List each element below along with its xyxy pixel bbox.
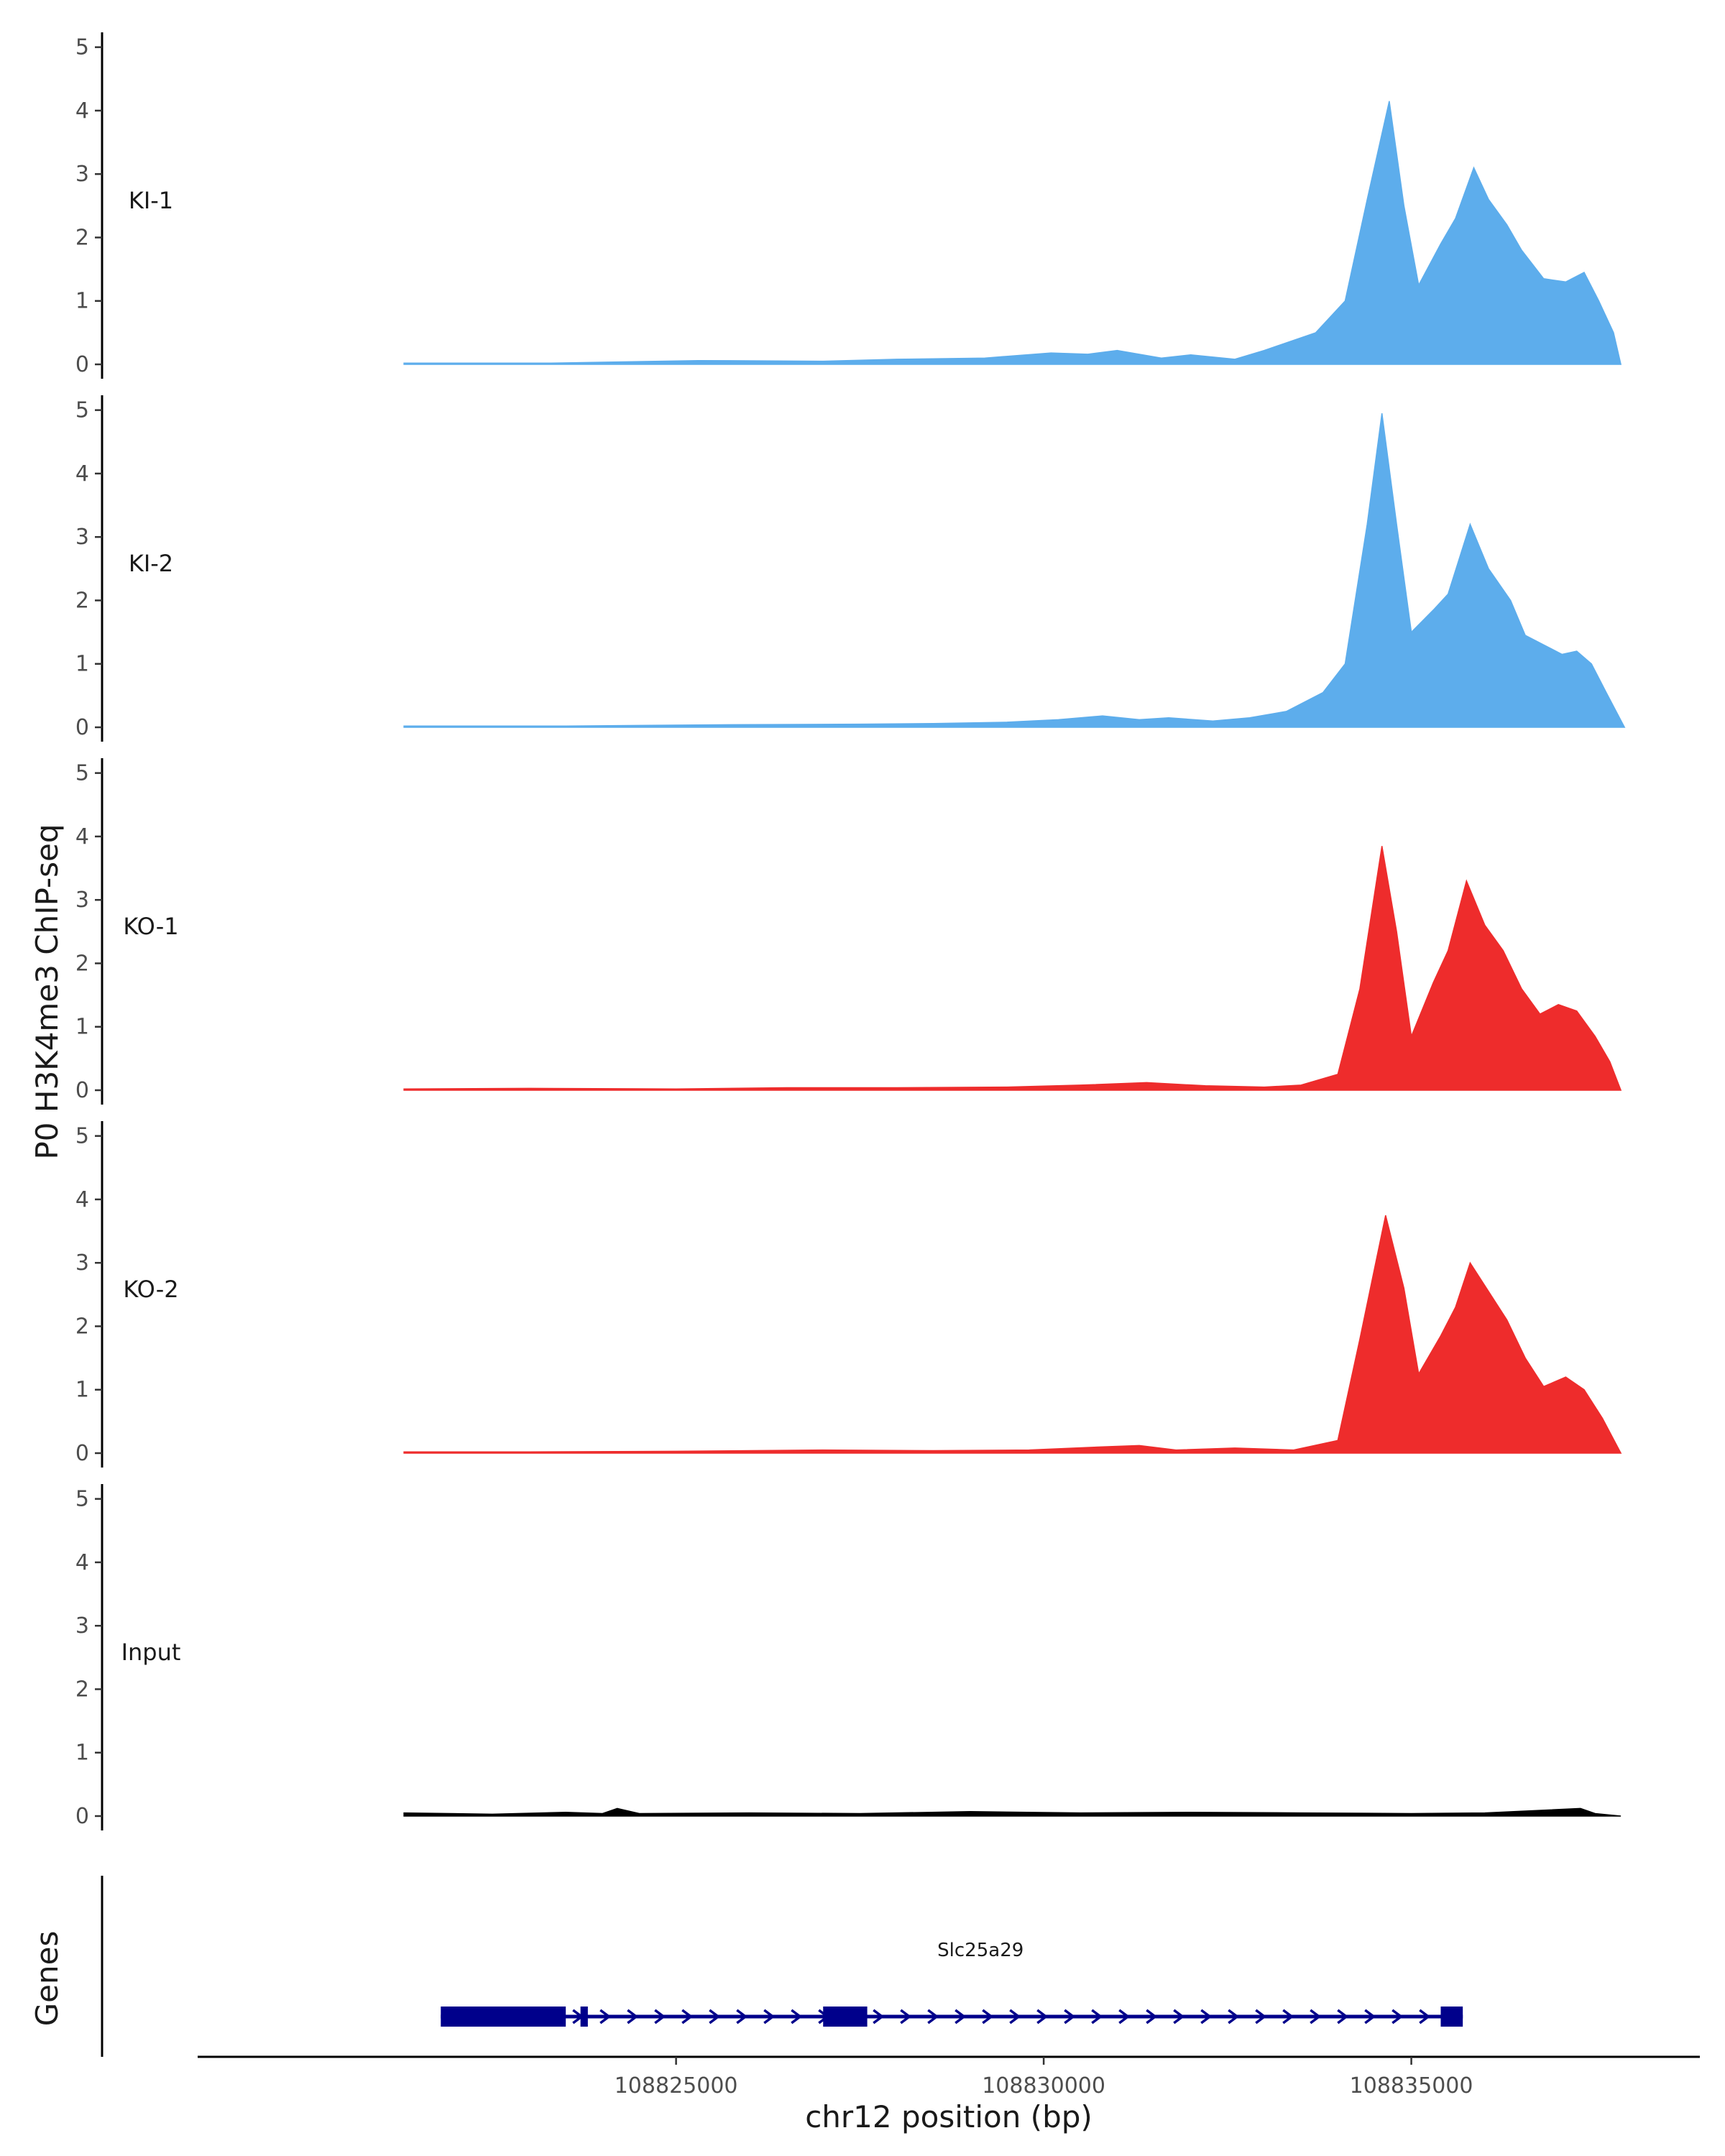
- y-tick-label: 0: [75, 1078, 89, 1103]
- track-label-ko-2: KO-2: [123, 1276, 178, 1303]
- strand-arrow-icon: [763, 2009, 776, 2024]
- strand-arrow-icon: [1337, 2009, 1349, 2024]
- strand-arrow-icon: [1091, 2009, 1103, 2024]
- y-tick-label: 1: [75, 1741, 89, 1766]
- strand-arrow-icon: [954, 2009, 967, 2024]
- y-tick-label: 4: [75, 1550, 89, 1575]
- track-label-input: Input: [121, 1639, 181, 1666]
- strand-arrow-icon: [873, 2009, 885, 2024]
- y-tick-label: 2: [75, 951, 89, 976]
- strand-arrow-icon: [1173, 2009, 1185, 2024]
- genes-track-title: Genes: [29, 1931, 65, 2027]
- y-tick-label: 3: [75, 1250, 89, 1276]
- gene-exon: [1440, 2007, 1463, 2027]
- strand-arrow-icon: [791, 2009, 803, 2024]
- y-tick-label: 5: [75, 1124, 89, 1149]
- track-label-ki-1: KI-1: [129, 187, 173, 214]
- gene-annotation-track: Slc25a29: [101, 1876, 1463, 2057]
- y-tick-label: 5: [75, 761, 89, 786]
- gene-name-label: Slc25a29: [937, 1940, 1024, 1961]
- y-tick-label: 5: [75, 398, 89, 423]
- strand-arrow-icon: [654, 2009, 666, 2024]
- y-tick-label: 4: [75, 461, 89, 487]
- y-tick-label: 1: [75, 1378, 89, 1403]
- strand-arrow-icon: [927, 2009, 939, 2024]
- strand-arrow-icon: [1419, 2009, 1431, 2024]
- strand-arrow-icon: [982, 2009, 994, 2024]
- strand-arrow-icon: [1036, 2009, 1049, 2024]
- y-tick-label: 0: [75, 352, 89, 377]
- y-tick-label: 3: [75, 162, 89, 187]
- strand-arrow-icon: [1310, 2009, 1322, 2024]
- y-tick-label: 2: [75, 588, 89, 613]
- coverage-area-input: [403, 1807, 1622, 1817]
- x-axis-title: chr12 position (bp): [805, 2099, 1092, 2134]
- track-label-ki-2: KI-2: [129, 550, 173, 577]
- x-tick-label: 108830000: [982, 2073, 1105, 2099]
- y-tick-label: 4: [75, 98, 89, 124]
- strand-arrow-icon: [900, 2009, 912, 2024]
- coverage-area-ko-1: [403, 846, 1622, 1091]
- gene-exon: [823, 2007, 868, 2027]
- track-ko-2: 0 1 2 3 4 5 KO-2: [75, 1121, 1622, 1468]
- strand-arrow-icon: [1064, 2009, 1076, 2024]
- strand-arrow-icon: [736, 2009, 748, 2024]
- coverage-area-ki-1: [403, 101, 1622, 365]
- track-label-ko-1: KO-1: [123, 913, 178, 940]
- gene-exon: [580, 2007, 588, 2027]
- y-tick-label: 1: [75, 1015, 89, 1040]
- strand-arrow-icon: [681, 2009, 694, 2024]
- track-ki-1: 0 1 2 3 4 5 KI-1: [75, 32, 1622, 379]
- y-tick-label: 2: [75, 1677, 89, 1702]
- y-tick-label: 0: [75, 1804, 89, 1829]
- strand-arrow-icon: [709, 2009, 721, 2024]
- x-axis: 108825000 108830000 108835000: [198, 2055, 1700, 2099]
- strand-arrow-icon: [1392, 2009, 1404, 2024]
- strand-arrow-icon: [1364, 2009, 1376, 2024]
- y-tick-label: 2: [75, 1314, 89, 1339]
- strand-arrow-icon: [1146, 2009, 1158, 2024]
- strand-arrow-icon: [1200, 2009, 1213, 2024]
- y-tick-label: 3: [75, 525, 89, 550]
- track-ko-1: 0 1 2 3 4 5 KO-1: [75, 758, 1622, 1105]
- y-tick-label: 0: [75, 715, 89, 740]
- track-input: 0 1 2 3 4 5 Input: [75, 1484, 1622, 1830]
- y-tick-label: 3: [75, 1613, 89, 1639]
- y-tick-label: 5: [75, 1487, 89, 1512]
- x-tick-label: 108825000: [615, 2073, 738, 2099]
- coverage-tracks: 0 1 2 3 4 5 KI-1 0 1 2 3 4 5 KI-2 0 1 2 3 4 5 KO-1 0 1 2 3 4 5 KO-2…: [75, 32, 1626, 1830]
- y-tick-label: 1: [75, 652, 89, 677]
- strand-arrow-icon: [627, 2009, 639, 2024]
- strand-arrow-icon: [599, 2009, 612, 2024]
- coverage-area-ko-2: [403, 1215, 1622, 1454]
- y-tick-label: 4: [75, 824, 89, 849]
- strand-arrow-icon: [1228, 2009, 1240, 2024]
- strand-arrow-icon: [1118, 2009, 1131, 2024]
- y-tick-label: 1: [75, 289, 89, 314]
- y-tick-label: 2: [75, 225, 89, 250]
- y-tick-label: 5: [75, 35, 89, 60]
- track-ki-2: 0 1 2 3 4 5 KI-2: [75, 395, 1626, 742]
- coverage-area-ki-2: [403, 413, 1626, 728]
- gene-slc25a29: Slc25a29: [441, 1940, 1463, 2027]
- y-tick-label: 4: [75, 1187, 89, 1212]
- x-tick-label: 108835000: [1350, 2073, 1473, 2099]
- gene-exon: [441, 2007, 566, 2027]
- strand-arrow-icon: [1282, 2009, 1294, 2024]
- y-tick-label: 3: [75, 888, 89, 913]
- y-axis-title: P0 H3K4me3 ChIP-seq: [29, 824, 65, 1159]
- strand-arrow-icon: [1255, 2009, 1267, 2024]
- y-tick-label: 0: [75, 1441, 89, 1466]
- strand-arrow-icon: [1009, 2009, 1021, 2024]
